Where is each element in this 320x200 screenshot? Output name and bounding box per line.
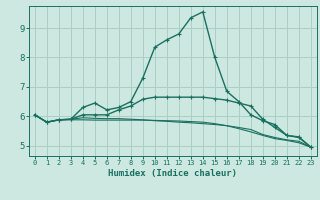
X-axis label: Humidex (Indice chaleur): Humidex (Indice chaleur) bbox=[108, 169, 237, 178]
